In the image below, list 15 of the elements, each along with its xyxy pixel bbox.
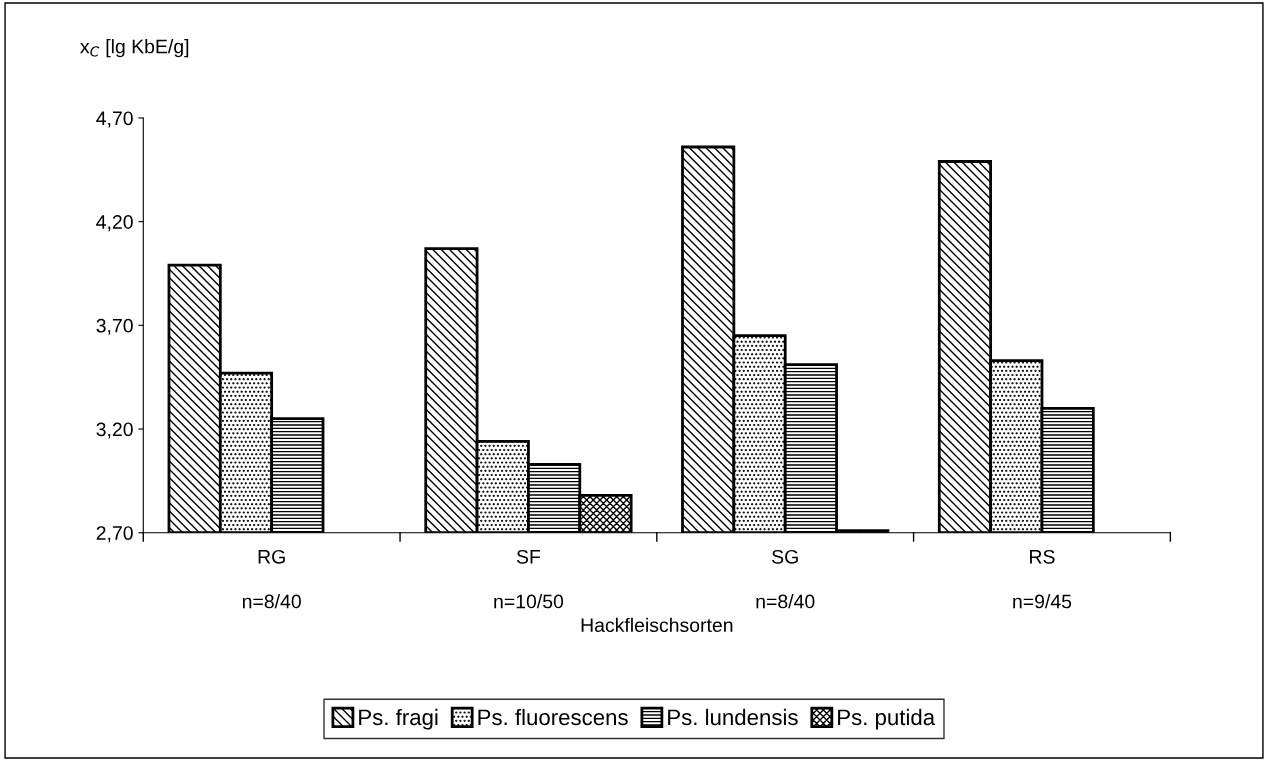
x-axis-title: Hackfleischsorten — [581, 617, 733, 633]
y-tick-label: 2,70 — [96, 526, 133, 543]
legend-label: Ps. lundensis — [668, 708, 798, 726]
category-label: SG n=8/40 — [756, 549, 815, 609]
category-label: RG n=8/40 — [242, 549, 301, 609]
y-tick-label: 3,70 — [96, 318, 133, 335]
legend-label: Ps. fluorescens — [478, 708, 628, 726]
category-label: SF n=10/50 — [494, 549, 564, 609]
y-tick-label: 3,20 — [96, 422, 133, 439]
legend-label: Ps. fragi — [359, 708, 438, 730]
legend-label: Ps. putida — [838, 708, 936, 730]
y-tick-label: 4,70 — [96, 111, 133, 128]
y-axis-title: x$_{C}$ [lg KbE/g] — [80, 39, 189, 58]
category-label: RS n=9/45 — [1013, 549, 1072, 609]
y-tick-label: 4,20 — [96, 215, 133, 232]
